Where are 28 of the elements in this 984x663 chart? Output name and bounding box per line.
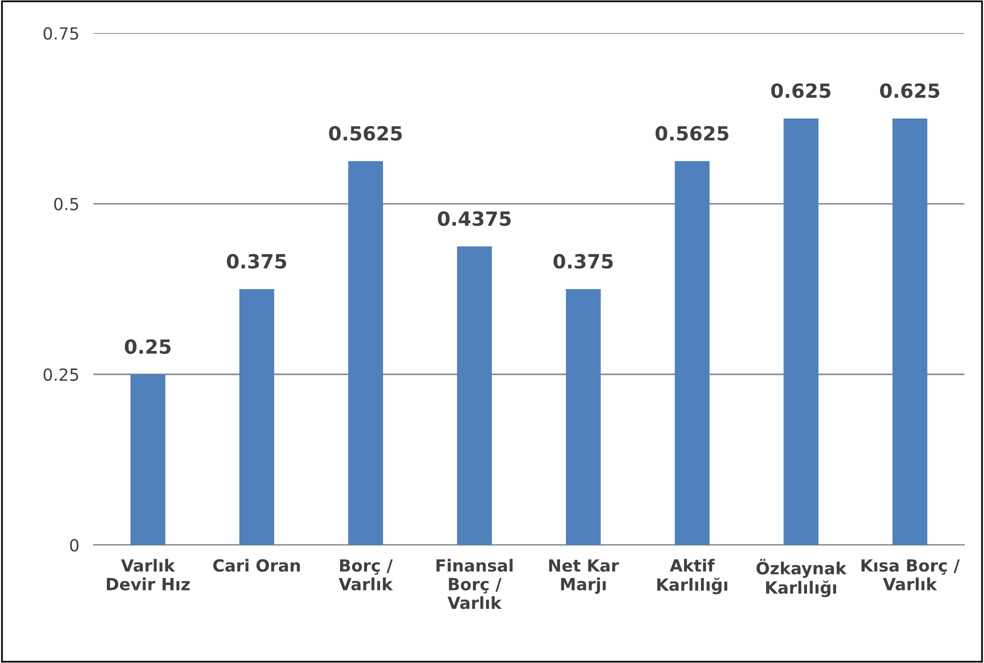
data-label: 0.25: [124, 339, 171, 354]
bar: [674, 161, 710, 545]
bar: [566, 289, 601, 545]
data-label: 0.4375: [438, 211, 511, 226]
y-tick-label: 0: [70, 538, 78, 552]
x-tick-label: Borç / Varlık: [338, 559, 393, 590]
x-tick-label: Özkaynak Karlılığı: [756, 558, 847, 598]
bar: [892, 118, 928, 545]
x-tick-label: Finansal Borç / Varlık: [436, 558, 513, 610]
bar: [239, 289, 274, 545]
bar: [457, 246, 492, 545]
data-label: 0.5625: [656, 126, 728, 141]
y-tick-label: 0.25: [44, 368, 78, 381]
x-tick-label: Aktif Karlılığı: [657, 558, 728, 594]
data-label: 0.625: [771, 83, 830, 98]
x-tick-label: Kısa Borç / Varlık: [862, 559, 960, 590]
y-tick-label: 0.5: [54, 198, 78, 210]
data-label: 0.625: [880, 83, 940, 98]
data-label: 0.5625: [329, 126, 402, 141]
data-label: 0.375: [554, 254, 613, 269]
y-tick-label: 0.75: [44, 27, 78, 40]
bar: [348, 161, 384, 545]
x-tick-label: Cari Oran: [213, 558, 300, 572]
x-tick-label: Net Kar Marjı: [549, 559, 619, 594]
x-tick-label: Varlık Devir Hız: [106, 558, 190, 590]
bar: [130, 374, 166, 545]
bar: [784, 118, 818, 545]
data-label: 0.375: [226, 254, 286, 269]
